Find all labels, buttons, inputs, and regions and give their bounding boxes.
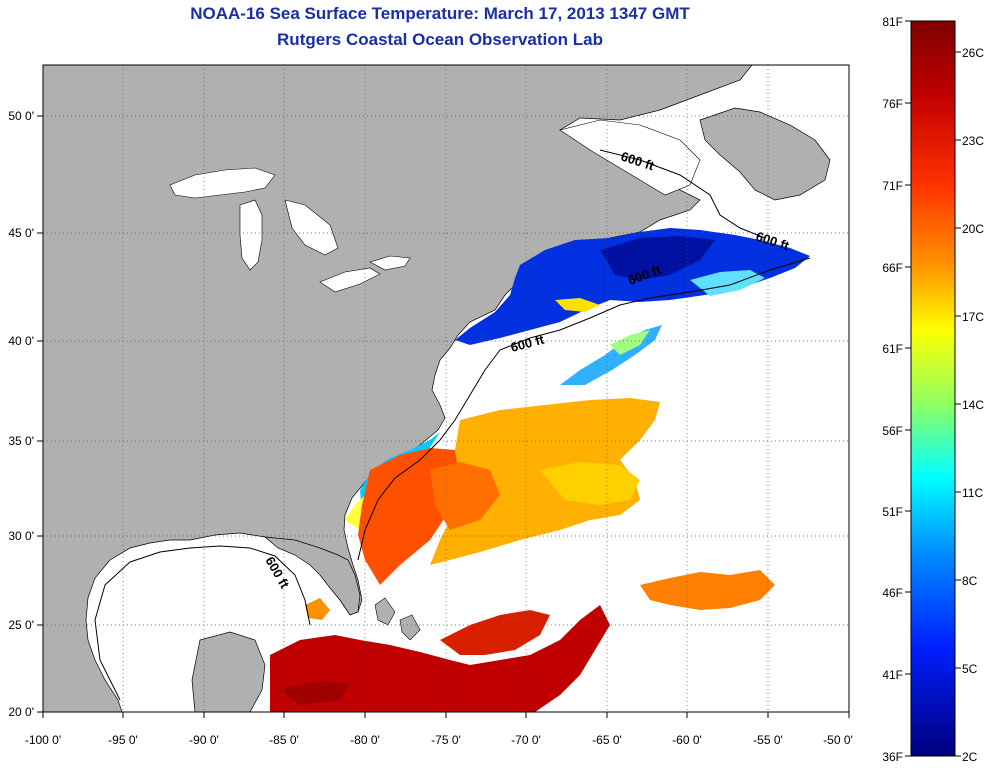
- sst-data-layer: [270, 228, 810, 712]
- colorbar-c-20: 20C: [962, 222, 984, 236]
- colorbar-c-5: 5C: [962, 662, 978, 676]
- lon-label-70: -70 0': [511, 733, 541, 747]
- lat-label-50: 50 0': [8, 109, 34, 123]
- colorbar-f-41: 41F: [882, 668, 903, 682]
- land-florida: [263, 536, 361, 616]
- colorbar-c-8: 8C: [962, 574, 978, 588]
- colorbar-c-2: 2C: [962, 750, 978, 764]
- lon-label-50: -50 0': [823, 733, 853, 747]
- contour-lines: [94, 149, 811, 701]
- colorbar-c-23: 23C: [962, 134, 984, 148]
- axis-ticks: [37, 115, 850, 718]
- colorbar-f-61: 61F: [882, 342, 903, 356]
- lat-label-20: 20 0': [8, 705, 34, 719]
- colorbar-f-81: 81F: [882, 15, 903, 29]
- lake-michigan: [239, 199, 263, 271]
- colorbar-c-14: 14C: [962, 398, 984, 412]
- land-bahamas: [374, 597, 421, 641]
- lat-label-45: 45 0': [8, 226, 34, 240]
- colorbar-c-17: 17C: [962, 310, 984, 324]
- colorbar-f-51: 51F: [882, 505, 903, 519]
- lat-label-35: 35 0': [8, 434, 34, 448]
- lat-label-25: 25 0': [8, 618, 34, 632]
- lake-huron: [284, 199, 339, 256]
- lat-label-30: 30 0': [8, 529, 34, 543]
- latitude-labels: 50 0' 45 0' 40 0' 35 0' 30 0' 25 0' 20 0…: [8, 109, 34, 719]
- lon-label-55: -55 0': [753, 733, 783, 747]
- colorbar-f-71: 71F: [882, 179, 903, 193]
- lon-label-60: -60 0': [672, 733, 702, 747]
- longitude-labels: -100 0' -95 0' -90 0' -85 0' -80 0' -75 …: [25, 733, 853, 747]
- lake-superior: [169, 167, 276, 199]
- lon-label-85: -85 0': [269, 733, 299, 747]
- lon-label-90: -90 0': [189, 733, 219, 747]
- colorbar-f-56: 56F: [882, 424, 903, 438]
- land-yucatan: [191, 631, 266, 712]
- lake-ontario: [369, 255, 411, 271]
- lon-label-95: -95 0': [108, 733, 138, 747]
- map-subtitle: Rutgers Coastal Ocean Observation Lab: [277, 30, 603, 49]
- colorbar-f-76: 76F: [882, 97, 903, 111]
- colorbar-f-36: 36F: [882, 750, 903, 764]
- map-title: NOAA-16 Sea Surface Temperature: March 1…: [190, 4, 690, 23]
- lon-label-80: -80 0': [350, 733, 380, 747]
- colorbar-f-66: 66F: [882, 261, 903, 275]
- colorbar: 81F 76F 71F 66F 61F 56F 51F 46F 41F 36F …: [882, 15, 984, 764]
- colorbar-c-11: 11C: [962, 486, 983, 500]
- lon-label-100: -100 0': [25, 733, 61, 747]
- lat-label-40: 40 0': [8, 334, 34, 348]
- map-area: 600 ft 600 ft 600 ft 600 ft 600 ft: [43, 65, 849, 712]
- colorbar-c-26: 26C: [962, 46, 984, 60]
- lon-label-65: -65 0': [592, 733, 622, 747]
- lon-label-75: -75 0': [431, 733, 461, 747]
- land-newfoundland: [699, 107, 831, 201]
- colorbar-f-46: 46F: [882, 586, 903, 600]
- colorbar-gradient: [910, 20, 956, 757]
